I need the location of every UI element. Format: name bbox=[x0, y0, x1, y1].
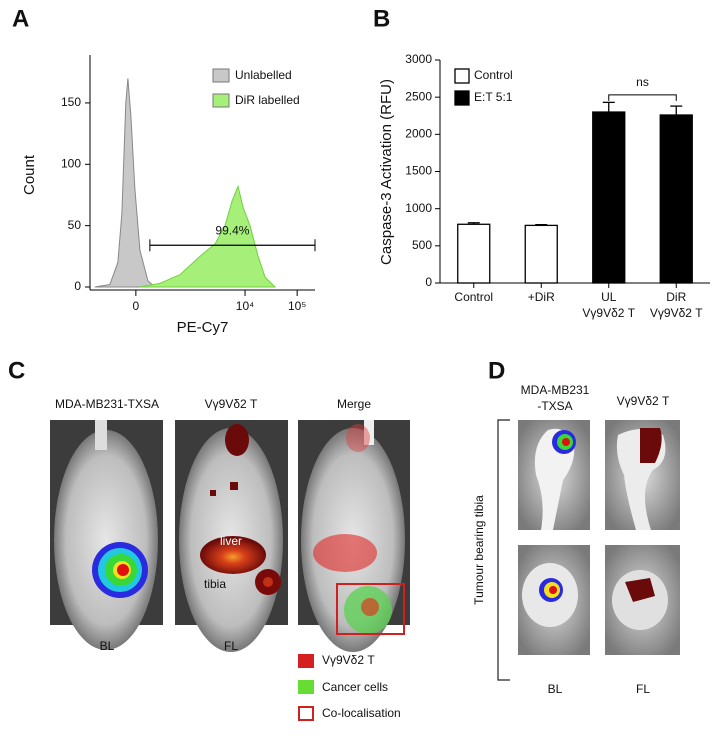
organ-label: tibia bbox=[204, 577, 226, 591]
image-footer: FL bbox=[636, 682, 650, 696]
panel-label: D bbox=[488, 357, 505, 384]
x-tick-label: 10⁴ bbox=[236, 299, 255, 313]
x-tick-label: +DiR bbox=[528, 290, 555, 304]
image-title: -TXSA bbox=[537, 399, 572, 413]
image-title: Merge bbox=[337, 397, 371, 411]
legend-label: Cancer cells bbox=[322, 680, 388, 694]
image-fl bbox=[175, 420, 288, 652]
x-tick-label: Control bbox=[454, 290, 493, 304]
x-tick-label: 10⁵ bbox=[288, 299, 306, 313]
legend-label: Vγ9Vδ2 T bbox=[322, 653, 375, 667]
x-tick-label: DiR bbox=[666, 290, 686, 304]
side-label: Tumour bearing tibia bbox=[472, 495, 486, 605]
image-footer: BL bbox=[548, 682, 563, 696]
annotation: ns bbox=[636, 75, 649, 89]
y-tick-label: 1500 bbox=[405, 164, 432, 178]
legend-label: Unlabelled bbox=[235, 68, 292, 82]
significance-bracket bbox=[608, 94, 677, 101]
organ-label: liver bbox=[220, 534, 242, 548]
bar bbox=[524, 224, 558, 284]
y-tick-label: 500 bbox=[412, 238, 432, 252]
image-merge bbox=[298, 420, 410, 652]
x-tick-label: Vγ9Vδ2 T bbox=[650, 306, 703, 320]
image-title: Vγ9Vδ2 T bbox=[205, 397, 258, 411]
annotation: 99.4% bbox=[215, 223, 249, 237]
y-tick-label: 1000 bbox=[405, 201, 432, 215]
x-tick-label: UL bbox=[601, 290, 617, 304]
y-tick-label: 0 bbox=[425, 275, 432, 289]
legend-swatch bbox=[298, 680, 314, 694]
x-tick-label: Vγ9Vδ2 T bbox=[582, 306, 635, 320]
image-d-fl-2 bbox=[605, 545, 680, 655]
image-title: Vγ9Vδ2 T bbox=[617, 394, 670, 408]
legend-label: E:T 5:1 bbox=[474, 90, 513, 104]
bar bbox=[659, 114, 693, 284]
legend-label: Co-localisation bbox=[322, 706, 401, 720]
histogram-area bbox=[139, 184, 277, 288]
legend-swatch bbox=[298, 654, 314, 668]
y-tick-label: 150 bbox=[61, 95, 81, 109]
y-tick-label: 2500 bbox=[405, 89, 432, 103]
legend-swatch bbox=[298, 706, 314, 721]
legend-swatch bbox=[212, 68, 230, 83]
x-axis-label: PE-Cy7 bbox=[177, 319, 229, 336]
legend-swatch bbox=[454, 90, 470, 106]
y-tick-label: 3000 bbox=[405, 52, 432, 66]
image-d-bl-1 bbox=[518, 420, 590, 530]
y-axis-label: Count bbox=[21, 154, 38, 195]
image-bl bbox=[50, 420, 163, 650]
y-tick-label: 100 bbox=[61, 156, 81, 170]
legend-label: Control bbox=[474, 68, 513, 82]
bar bbox=[457, 223, 491, 284]
image-footer: FL bbox=[224, 639, 238, 653]
image-title: MDA-MB231 bbox=[521, 383, 590, 397]
x-tick-label: 0 bbox=[133, 299, 140, 313]
y-tick-label: 50 bbox=[68, 218, 82, 232]
bar bbox=[592, 111, 626, 284]
histogram-area bbox=[94, 78, 157, 288]
image-d-bl-2 bbox=[518, 545, 590, 655]
legend-swatch bbox=[454, 68, 470, 84]
legend-swatch bbox=[212, 93, 230, 108]
image-d-fl-1 bbox=[605, 420, 680, 530]
image-footer: BL bbox=[100, 639, 115, 653]
y-axis-label: Caspase-3 Activation (RFU) bbox=[378, 79, 395, 265]
panel-label: B bbox=[373, 5, 390, 32]
bracket bbox=[497, 419, 510, 681]
legend-label: DiR labelled bbox=[235, 93, 300, 107]
y-tick-label: 0 bbox=[74, 279, 81, 293]
y-tick-label: 2000 bbox=[405, 127, 432, 141]
panel-label: C bbox=[8, 357, 25, 384]
image-title: MDA-MB231-TXSA bbox=[55, 397, 159, 411]
panel-label: A bbox=[12, 5, 29, 32]
